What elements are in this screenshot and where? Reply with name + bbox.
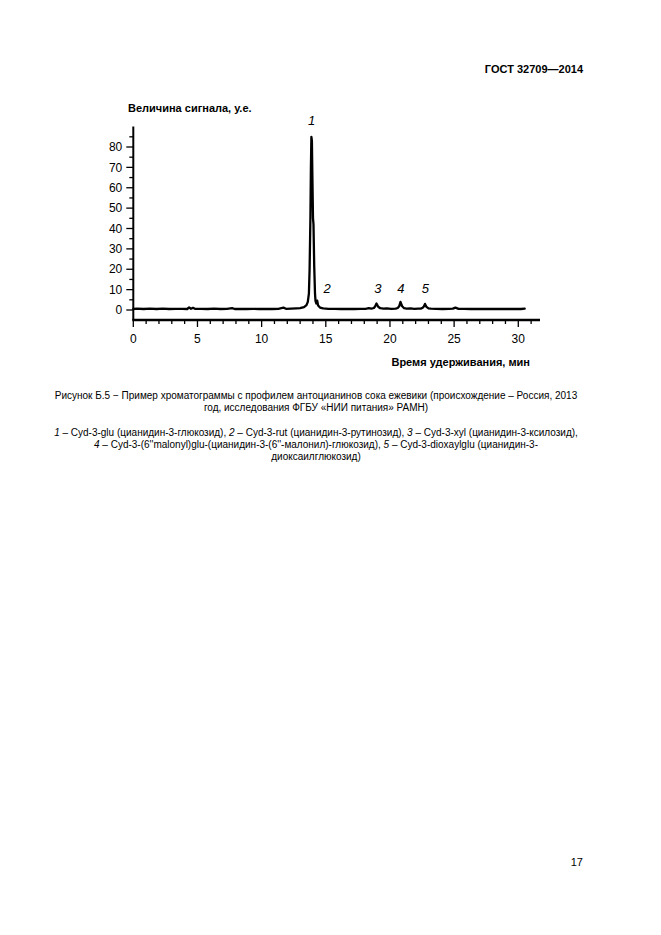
peak-label-2: 2: [322, 281, 331, 296]
y-tick-label: 30: [109, 242, 123, 256]
document-page: ГОСТ 32709—2014 010203040506070800510152…: [0, 0, 661, 935]
y-tick-label: 80: [109, 140, 123, 154]
y-tick-label: 70: [109, 161, 123, 175]
x-tick-label: 30: [512, 332, 526, 346]
peak-label-3: 3: [374, 281, 382, 296]
y-tick-label: 60: [109, 181, 123, 195]
page-number: 17: [43, 856, 583, 868]
x-tick-label: 25: [447, 332, 461, 346]
figure-legend-line3: диоксаилглюкозид): [46, 451, 586, 463]
peak-label-5: 5: [422, 281, 430, 296]
x-axis-title: Время удерживания, мин: [391, 356, 530, 368]
y-tick-label: 20: [109, 262, 123, 276]
x-tick-label: 0: [130, 332, 137, 346]
chromatogram-chart: 0 10 20 30 40 50 60 70 80 0 5 10 15 20 25 30 1 2 34 5 Величи…: [0, 0, 661, 400]
y-axis-title: Величина сигнала, у.е.: [128, 102, 252, 114]
x-tick-label: 20: [383, 332, 397, 346]
figure-legend-line1: 1 – Cyd-3-glu (цианидин-3-глюкозид), 2 –…: [46, 427, 586, 439]
y-tick-label: 10: [109, 283, 123, 297]
y-tick-label: 0: [116, 303, 123, 317]
peak-label-4: 4: [397, 281, 404, 296]
y-tick-label: 40: [109, 222, 123, 236]
figure-legend-line2: 4 – Cyd-3-(6''malonyl)glu-(цианидин-3-(6…: [46, 439, 586, 451]
x-tick-label: 10: [255, 332, 269, 346]
x-tick-label: 15: [319, 332, 333, 346]
peak-label-1: 1: [308, 113, 315, 128]
y-tick-label: 50: [109, 201, 123, 215]
figure-caption-line2: год, исследования ФГБУ «НИИ питания» РАМ…: [46, 402, 586, 414]
figure-caption: Рисунок Б.5 − Пример хроматограммы с про…: [46, 390, 586, 414]
figure-caption-line1: Рисунок Б.5 − Пример хроматограммы с про…: [46, 390, 586, 402]
x-tick-label: 5: [194, 332, 201, 346]
figure-legend: 1 – Cyd-3-glu (цианидин-3-глюкозид), 2 –…: [46, 427, 586, 464]
